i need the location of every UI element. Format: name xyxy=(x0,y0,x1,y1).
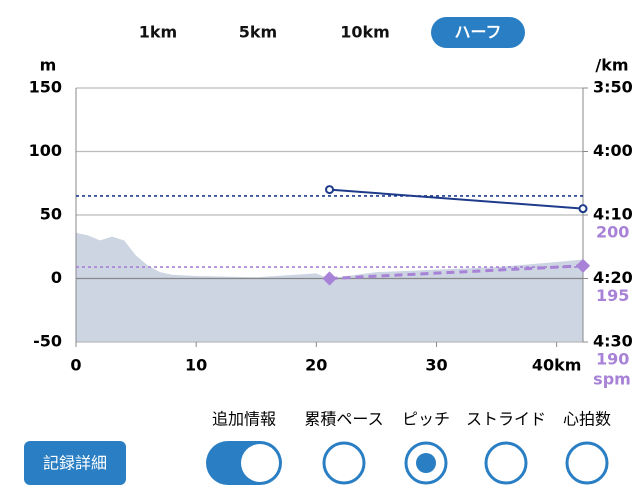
y3-axis-label: spm xyxy=(593,370,631,389)
y-tick-label: 50 xyxy=(40,205,62,224)
y-tick-label: 150 xyxy=(29,78,62,97)
y-tick-label: 100 xyxy=(29,141,62,160)
y-axis-label: m xyxy=(40,56,57,75)
y3-tick-label: 200 xyxy=(596,223,629,242)
option-label: 心拍数 xyxy=(563,410,611,429)
detail-button[interactable] xyxy=(24,441,126,485)
tab[interactable]: ハーフ xyxy=(454,23,501,42)
toggle-knob xyxy=(241,444,279,482)
y-tick-label: -50 xyxy=(33,332,62,351)
series-line xyxy=(329,188,584,210)
radio-dot xyxy=(416,453,436,473)
tab[interactable]: 5km xyxy=(239,23,277,42)
elevation-area xyxy=(76,232,583,342)
y2-axis-label: /km xyxy=(595,56,628,75)
point xyxy=(575,258,591,273)
y2-tick-label: 4:20 xyxy=(593,268,633,287)
tab[interactable]: 10km xyxy=(340,23,390,42)
y3-tick-label: 195 xyxy=(596,286,629,305)
y2-tick-label: 4:00 xyxy=(593,141,633,160)
radio[interactable] xyxy=(322,441,366,485)
series-line xyxy=(329,264,584,280)
x-tick-label: 0 xyxy=(70,356,81,375)
point xyxy=(322,271,337,286)
radio[interactable] xyxy=(484,441,528,485)
tab-selected-bg xyxy=(431,17,525,48)
option-label: ピッチ xyxy=(402,410,450,429)
y2-tick-label: 4:30 xyxy=(593,332,633,351)
x-tick-label: 40km xyxy=(532,356,582,375)
point xyxy=(578,204,588,214)
x-tick-label: 30 xyxy=(425,356,447,375)
y3-tick-label: 190 xyxy=(596,350,629,369)
x-tick-label: 10 xyxy=(185,356,207,375)
option-label: ストライド xyxy=(466,410,546,429)
detail-button-label: 記録詳細 xyxy=(43,454,107,473)
radio[interactable] xyxy=(565,441,609,485)
y2-tick-label: 3:50 xyxy=(593,78,633,97)
y2-tick-label: 4:10 xyxy=(593,205,633,224)
option-label: 累積ペース xyxy=(304,410,383,429)
toggle-label: 追加情報 xyxy=(212,410,276,429)
tab[interactable]: 1km xyxy=(139,23,177,42)
y-tick-label: 0 xyxy=(51,268,62,287)
x-tick-label: 20 xyxy=(305,356,327,375)
point xyxy=(325,185,335,195)
